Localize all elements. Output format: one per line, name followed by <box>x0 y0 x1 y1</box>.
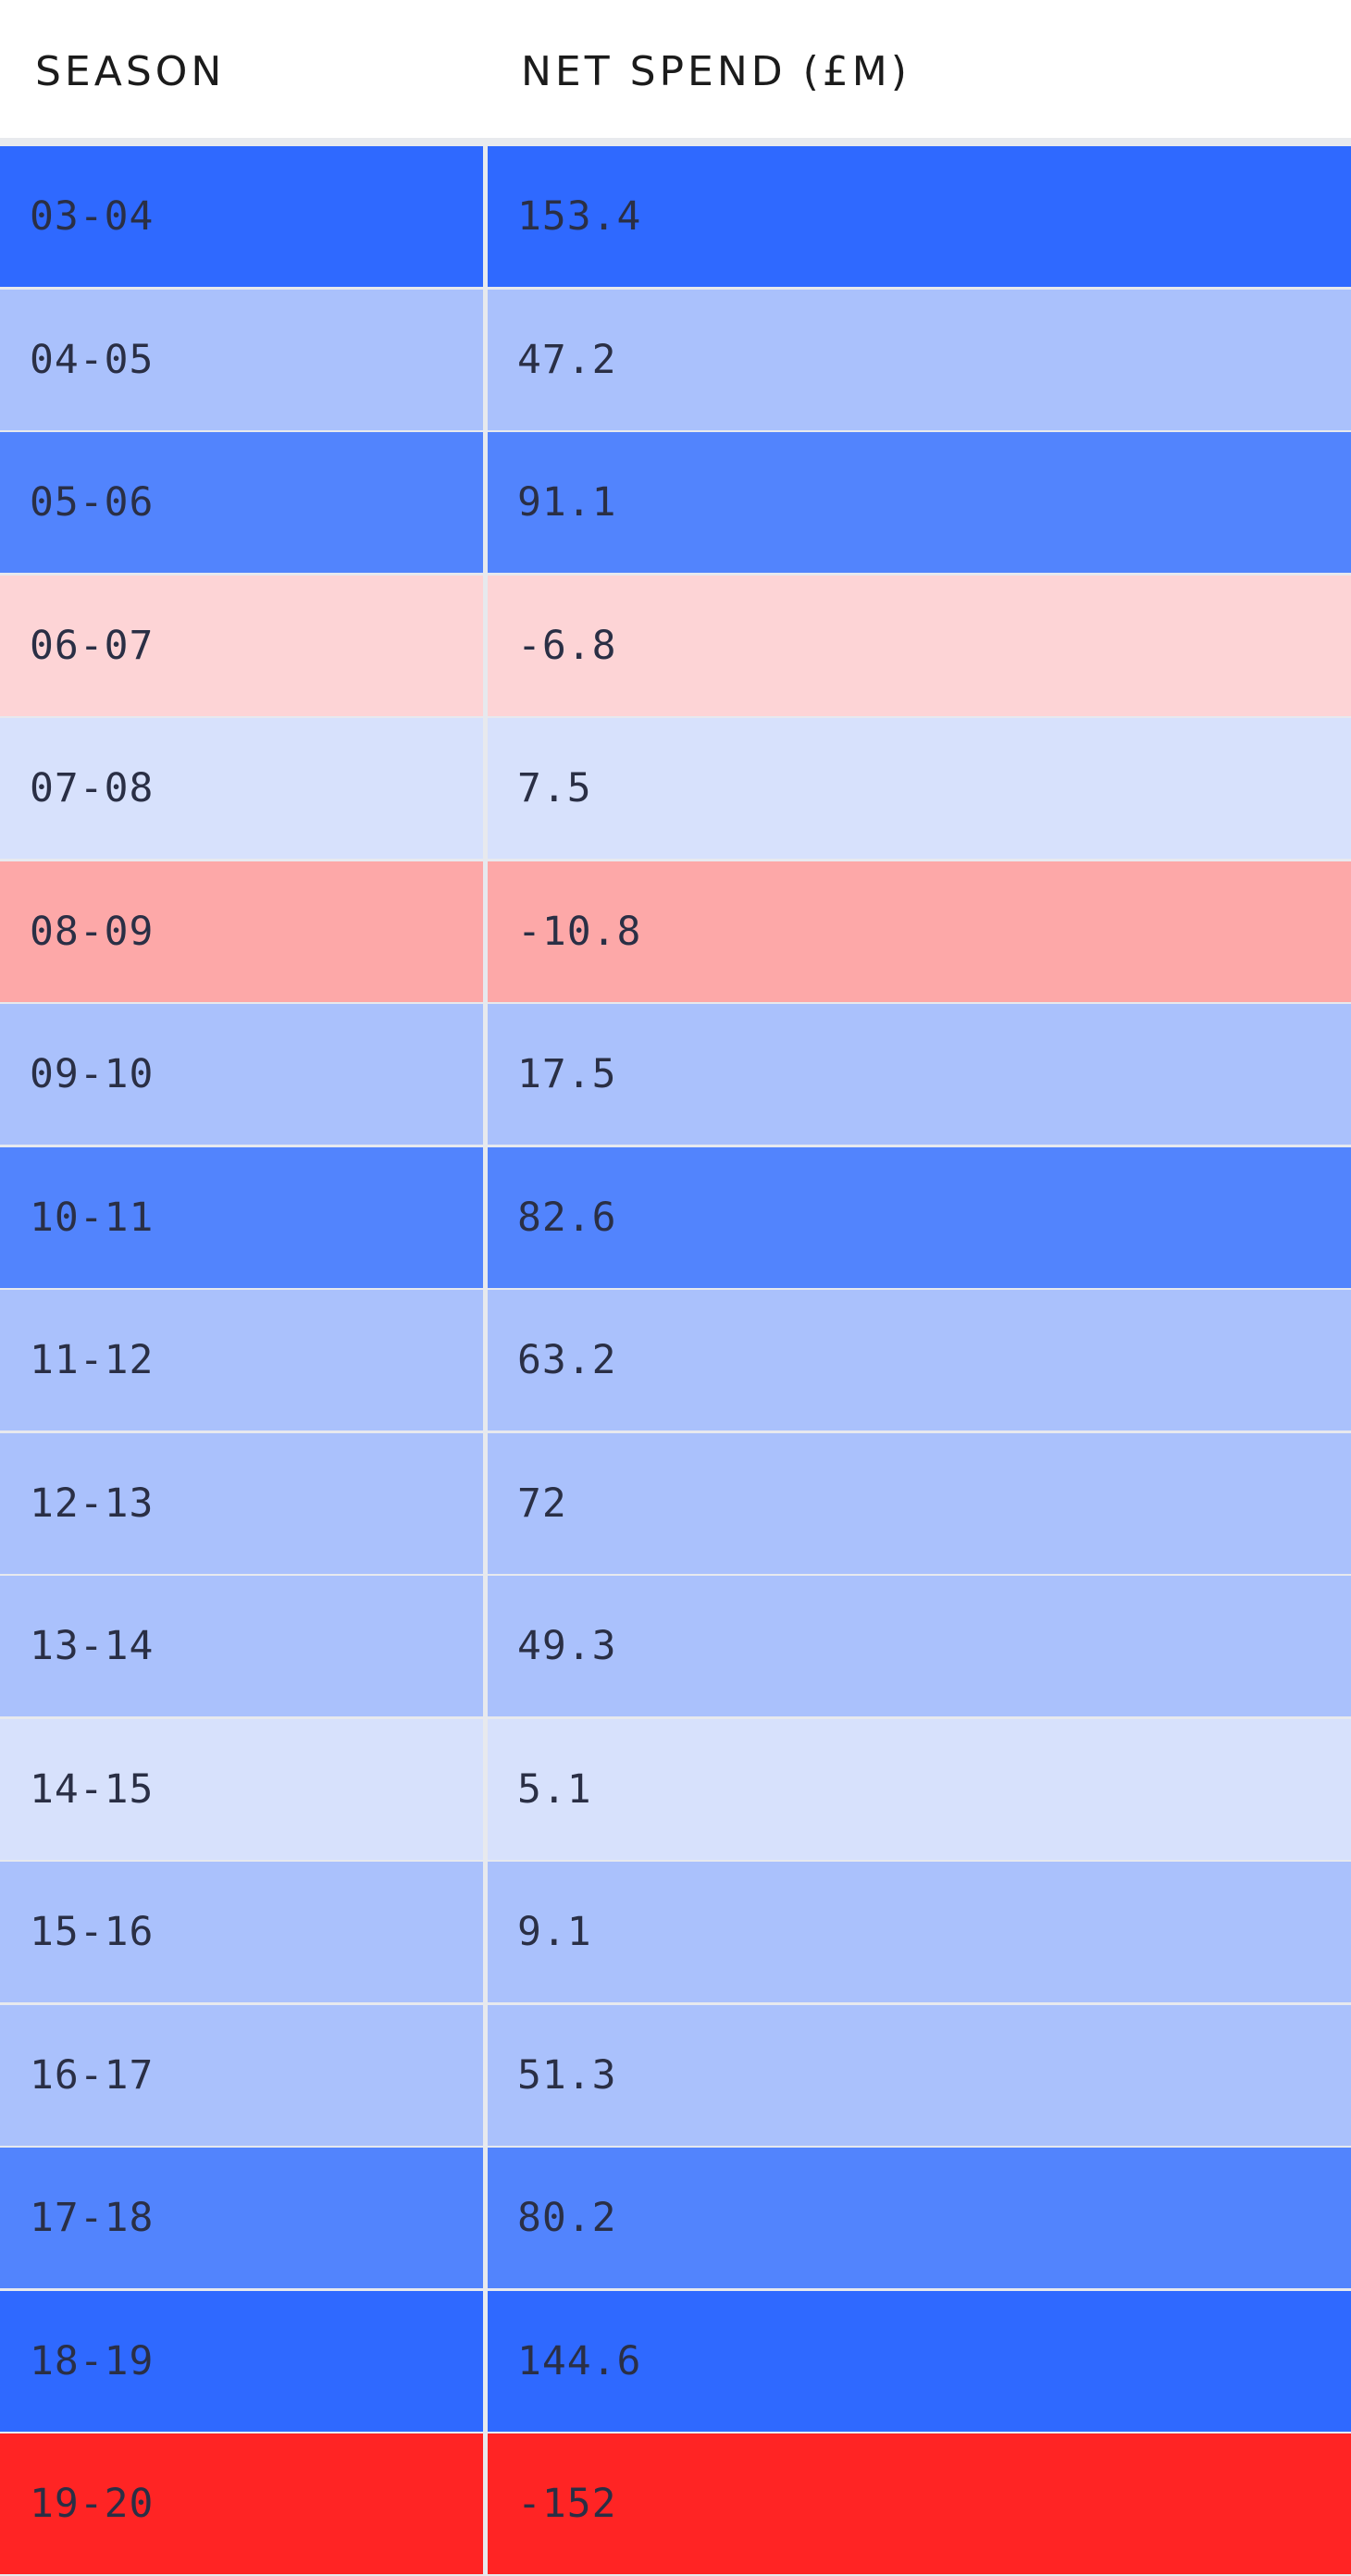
net-spend-cell: 5.1 <box>488 1719 1351 1860</box>
net-spend-cell: 47.2 <box>488 290 1351 430</box>
table-row: 07-08 7.5 <box>0 718 1351 859</box>
season-cell: 05-06 <box>0 432 483 573</box>
season-cell: 08-09 <box>0 861 483 1002</box>
season-cell: 18-19 <box>0 2291 483 2432</box>
net-spend-cell: 17.5 <box>488 1004 1351 1145</box>
table-row: 06-07 -6.8 <box>0 576 1351 716</box>
table-row: 09-10 17.5 <box>0 1004 1351 1145</box>
net-spend-cell: -10.8 <box>488 861 1351 1002</box>
net-spend-cell: 72 <box>488 1433 1351 1574</box>
season-cell: 04-05 <box>0 290 483 430</box>
table-row: 04-05 47.2 <box>0 290 1351 430</box>
net-spend-cell: 82.6 <box>488 1147 1351 1288</box>
season-cell: 06-07 <box>0 576 483 716</box>
season-cell: 07-08 <box>0 718 483 859</box>
season-cell: 11-12 <box>0 1290 483 1430</box>
season-cell: 03-04 <box>0 146 483 287</box>
table-row: 05-06 91.1 <box>0 432 1351 573</box>
net-spend-cell: -6.8 <box>488 576 1351 716</box>
season-column-header: SEASON <box>35 48 226 95</box>
season-cell: 17-18 <box>0 2148 483 2288</box>
net-spend-cell: 49.3 <box>488 1576 1351 1716</box>
season-cell: 09-10 <box>0 1004 483 1145</box>
table-row: 13-14 49.3 <box>0 1576 1351 1716</box>
table-row: 12-13 72 <box>0 1433 1351 1574</box>
net-spend-cell: 80.2 <box>488 2148 1351 2288</box>
season-cell: 13-14 <box>0 1576 483 1716</box>
net-spend-cell: -152 <box>488 2434 1351 2574</box>
table-row: 19-20 -152 <box>0 2434 1351 2574</box>
net-spend-cell: 91.1 <box>488 432 1351 573</box>
table-row: 17-18 80.2 <box>0 2148 1351 2288</box>
table-row: 16-17 51.3 <box>0 2005 1351 2146</box>
season-cell: 12-13 <box>0 1433 483 1574</box>
net-spend-cell: 51.3 <box>488 2005 1351 2146</box>
table-row: 18-19 144.6 <box>0 2291 1351 2432</box>
net-spend-cell: 144.6 <box>488 2291 1351 2432</box>
table-row: 03-04 153.4 <box>0 146 1351 287</box>
season-cell: 10-11 <box>0 1147 483 1288</box>
season-cell: 19-20 <box>0 2434 483 2574</box>
table-body: 03-04 153.4 04-05 47.2 05-06 91.1 06-07 -6.8 07-… <box>0 146 1351 2576</box>
net-spend-column-header: NET SPEND (£M) <box>521 48 911 95</box>
net-spend-cell: 7.5 <box>488 718 1351 859</box>
table-header: SEASON NET SPEND (£M) <box>0 0 1351 146</box>
net-spend-cell: 153.4 <box>488 146 1351 287</box>
season-cell: 16-17 <box>0 2005 483 2146</box>
table-row: 15-16 9.1 <box>0 1862 1351 2002</box>
table-row: 14-15 5.1 <box>0 1719 1351 1860</box>
table-row: 08-09 -10.8 <box>0 861 1351 1002</box>
net-spend-cell: 9.1 <box>488 1862 1351 2002</box>
season-cell: 15-16 <box>0 1862 483 2002</box>
table-row: 10-11 82.6 <box>0 1147 1351 1288</box>
season-cell: 14-15 <box>0 1719 483 1860</box>
table-row: 11-12 63.2 <box>0 1290 1351 1430</box>
net-spend-cell: 63.2 <box>488 1290 1351 1430</box>
